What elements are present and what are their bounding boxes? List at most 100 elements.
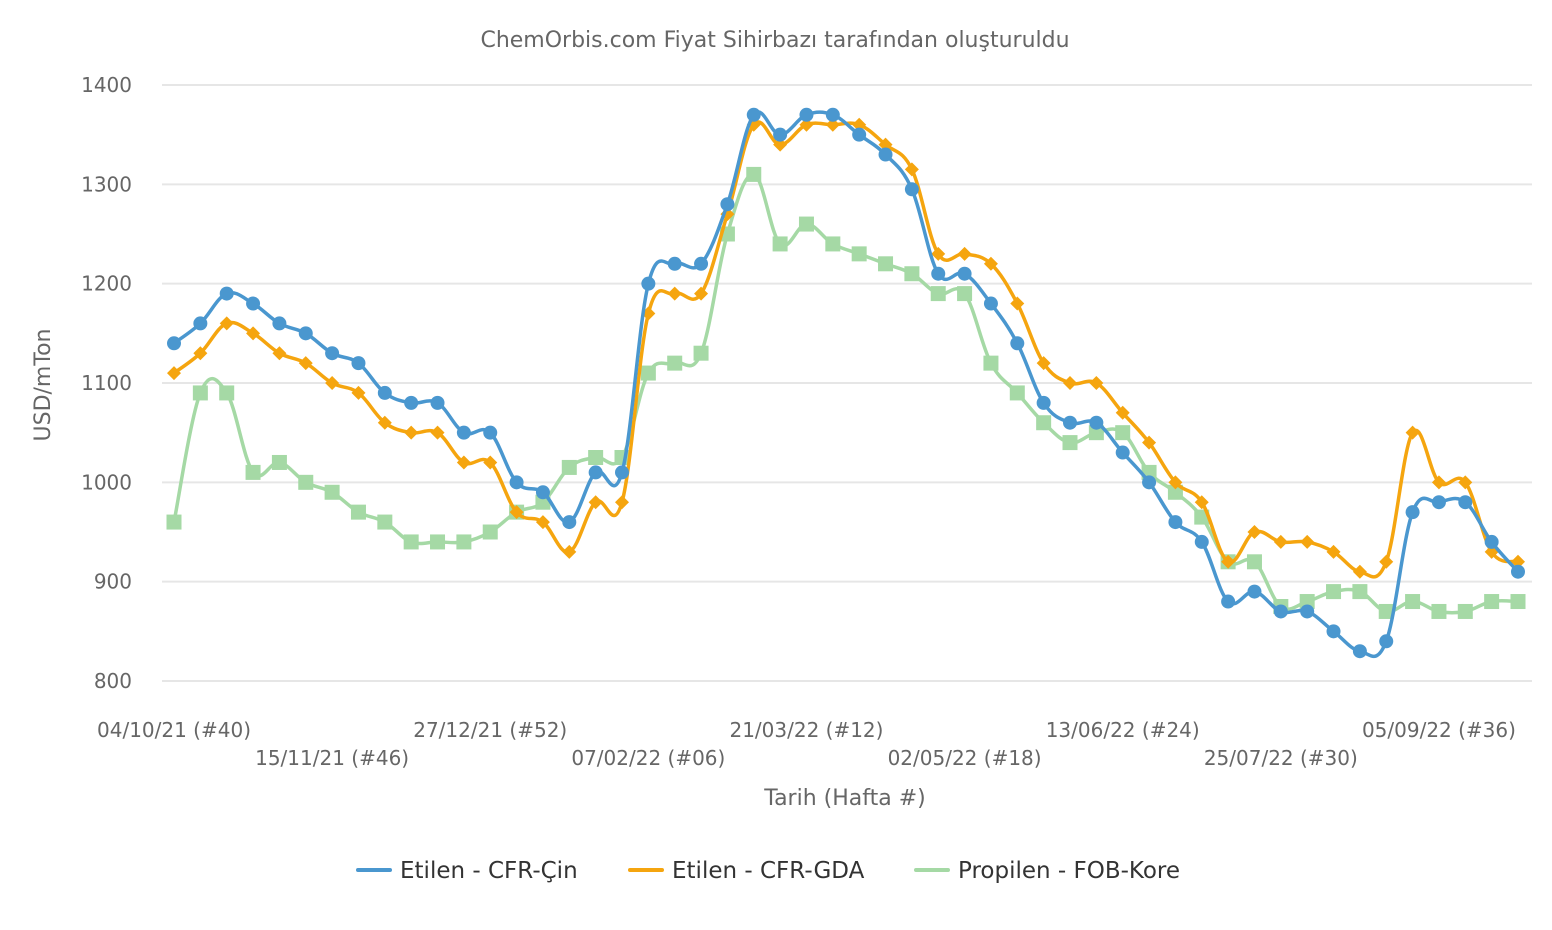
- data-point[interactable]: [193, 316, 208, 331]
- data-point[interactable]: [825, 236, 841, 252]
- data-point[interactable]: [456, 534, 472, 550]
- legend-item-1[interactable]: Etilen - CFR-Çin: [356, 858, 578, 884]
- data-point[interactable]: [1142, 475, 1157, 490]
- data-point[interactable]: [746, 107, 761, 122]
- data-point[interactable]: [851, 246, 867, 262]
- data-point[interactable]: [878, 137, 893, 152]
- data-point[interactable]: [983, 296, 998, 311]
- data-point[interactable]: [245, 464, 261, 480]
- data-point[interactable]: [219, 286, 234, 301]
- data-point[interactable]: [167, 366, 181, 381]
- data-point[interactable]: [588, 450, 604, 465]
- data-point[interactable]: [404, 425, 419, 440]
- data-point[interactable]: [1352, 564, 1367, 579]
- data-point[interactable]: [325, 376, 340, 390]
- data-point[interactable]: [904, 266, 920, 282]
- data-point[interactable]: [878, 256, 894, 272]
- data-point[interactable]: [1431, 495, 1446, 510]
- data-point[interactable]: [1273, 534, 1288, 549]
- data-point[interactable]: [430, 425, 445, 440]
- data-point[interactable]: [562, 544, 577, 559]
- data-point[interactable]: [667, 286, 682, 301]
- data-point[interactable]: [615, 495, 629, 510]
- data-point[interactable]: [1246, 554, 1262, 570]
- data-point[interactable]: [1300, 534, 1315, 549]
- data-point[interactable]: [403, 534, 419, 550]
- data-point[interactable]: [930, 286, 946, 302]
- data-point[interactable]: [1036, 395, 1051, 410]
- data-point[interactable]: [957, 286, 973, 302]
- data-point[interactable]: [509, 505, 524, 520]
- data-point[interactable]: [1405, 425, 1420, 440]
- data-point[interactable]: [377, 385, 392, 400]
- data-point[interactable]: [1431, 475, 1446, 490]
- data-point[interactable]: [773, 127, 788, 142]
- data-point[interactable]: [535, 485, 550, 500]
- data-point[interactable]: [1142, 435, 1157, 450]
- data-point[interactable]: [772, 236, 788, 252]
- data-point[interactable]: [825, 107, 840, 122]
- data-point[interactable]: [271, 454, 287, 470]
- data-point[interactable]: [720, 197, 735, 212]
- data-point[interactable]: [298, 356, 313, 371]
- data-point[interactable]: [1405, 505, 1420, 520]
- data-point[interactable]: [904, 162, 919, 177]
- data-point[interactable]: [799, 107, 814, 122]
- data-point[interactable]: [298, 326, 313, 341]
- data-point[interactable]: [1036, 356, 1051, 371]
- legend-item-2[interactable]: Etilen - CFR-GDA: [628, 858, 865, 884]
- data-point[interactable]: [192, 385, 208, 401]
- data-point[interactable]: [246, 296, 261, 311]
- data-point[interactable]: [1247, 584, 1262, 599]
- data-point[interactable]: [561, 459, 577, 475]
- data-point[interactable]: [694, 256, 709, 271]
- data-point[interactable]: [1484, 594, 1500, 610]
- data-point[interactable]: [1194, 495, 1209, 510]
- data-point[interactable]: [1352, 584, 1368, 600]
- data-point[interactable]: [535, 515, 550, 530]
- data-point[interactable]: [904, 182, 919, 197]
- data-point[interactable]: [377, 415, 392, 430]
- data-point[interactable]: [1300, 604, 1315, 619]
- data-point[interactable]: [588, 465, 603, 480]
- data-point[interactable]: [852, 117, 867, 132]
- data-point[interactable]: [957, 246, 972, 261]
- data-point[interactable]: [219, 385, 235, 401]
- data-point[interactable]: [667, 355, 683, 371]
- data-point[interactable]: [324, 484, 340, 500]
- data-point[interactable]: [957, 266, 972, 281]
- data-point[interactable]: [773, 137, 788, 152]
- data-point[interactable]: [562, 515, 577, 530]
- data-point[interactable]: [1457, 603, 1473, 619]
- data-point[interactable]: [351, 385, 366, 400]
- data-point[interactable]: [694, 286, 709, 301]
- data-point[interactable]: [456, 455, 471, 470]
- data-point[interactable]: [1167, 484, 1183, 500]
- data-point[interactable]: [272, 346, 287, 361]
- data-point[interactable]: [878, 147, 893, 162]
- data-point[interactable]: [430, 534, 446, 550]
- data-point[interactable]: [640, 365, 656, 381]
- data-point[interactable]: [1511, 554, 1525, 569]
- data-point[interactable]: [983, 256, 998, 271]
- data-point[interactable]: [483, 455, 498, 470]
- data-point[interactable]: [1036, 415, 1052, 431]
- data-point[interactable]: [1510, 594, 1526, 610]
- data-point[interactable]: [430, 395, 445, 410]
- data-point[interactable]: [1063, 415, 1077, 430]
- data-point[interactable]: [483, 425, 498, 440]
- data-point[interactable]: [350, 504, 366, 520]
- data-point[interactable]: [1378, 603, 1394, 619]
- data-point[interactable]: [377, 514, 393, 530]
- data-point[interactable]: [456, 425, 471, 440]
- data-point[interactable]: [1458, 475, 1473, 490]
- data-point[interactable]: [1511, 564, 1525, 579]
- data-point[interactable]: [509, 475, 524, 490]
- data-point[interactable]: [641, 276, 656, 291]
- data-point[interactable]: [1194, 534, 1209, 549]
- data-point[interactable]: [1326, 584, 1342, 600]
- data-point[interactable]: [351, 356, 366, 371]
- data-point[interactable]: [1379, 634, 1394, 649]
- data-point[interactable]: [1062, 435, 1078, 451]
- data-point[interactable]: [1431, 603, 1447, 619]
